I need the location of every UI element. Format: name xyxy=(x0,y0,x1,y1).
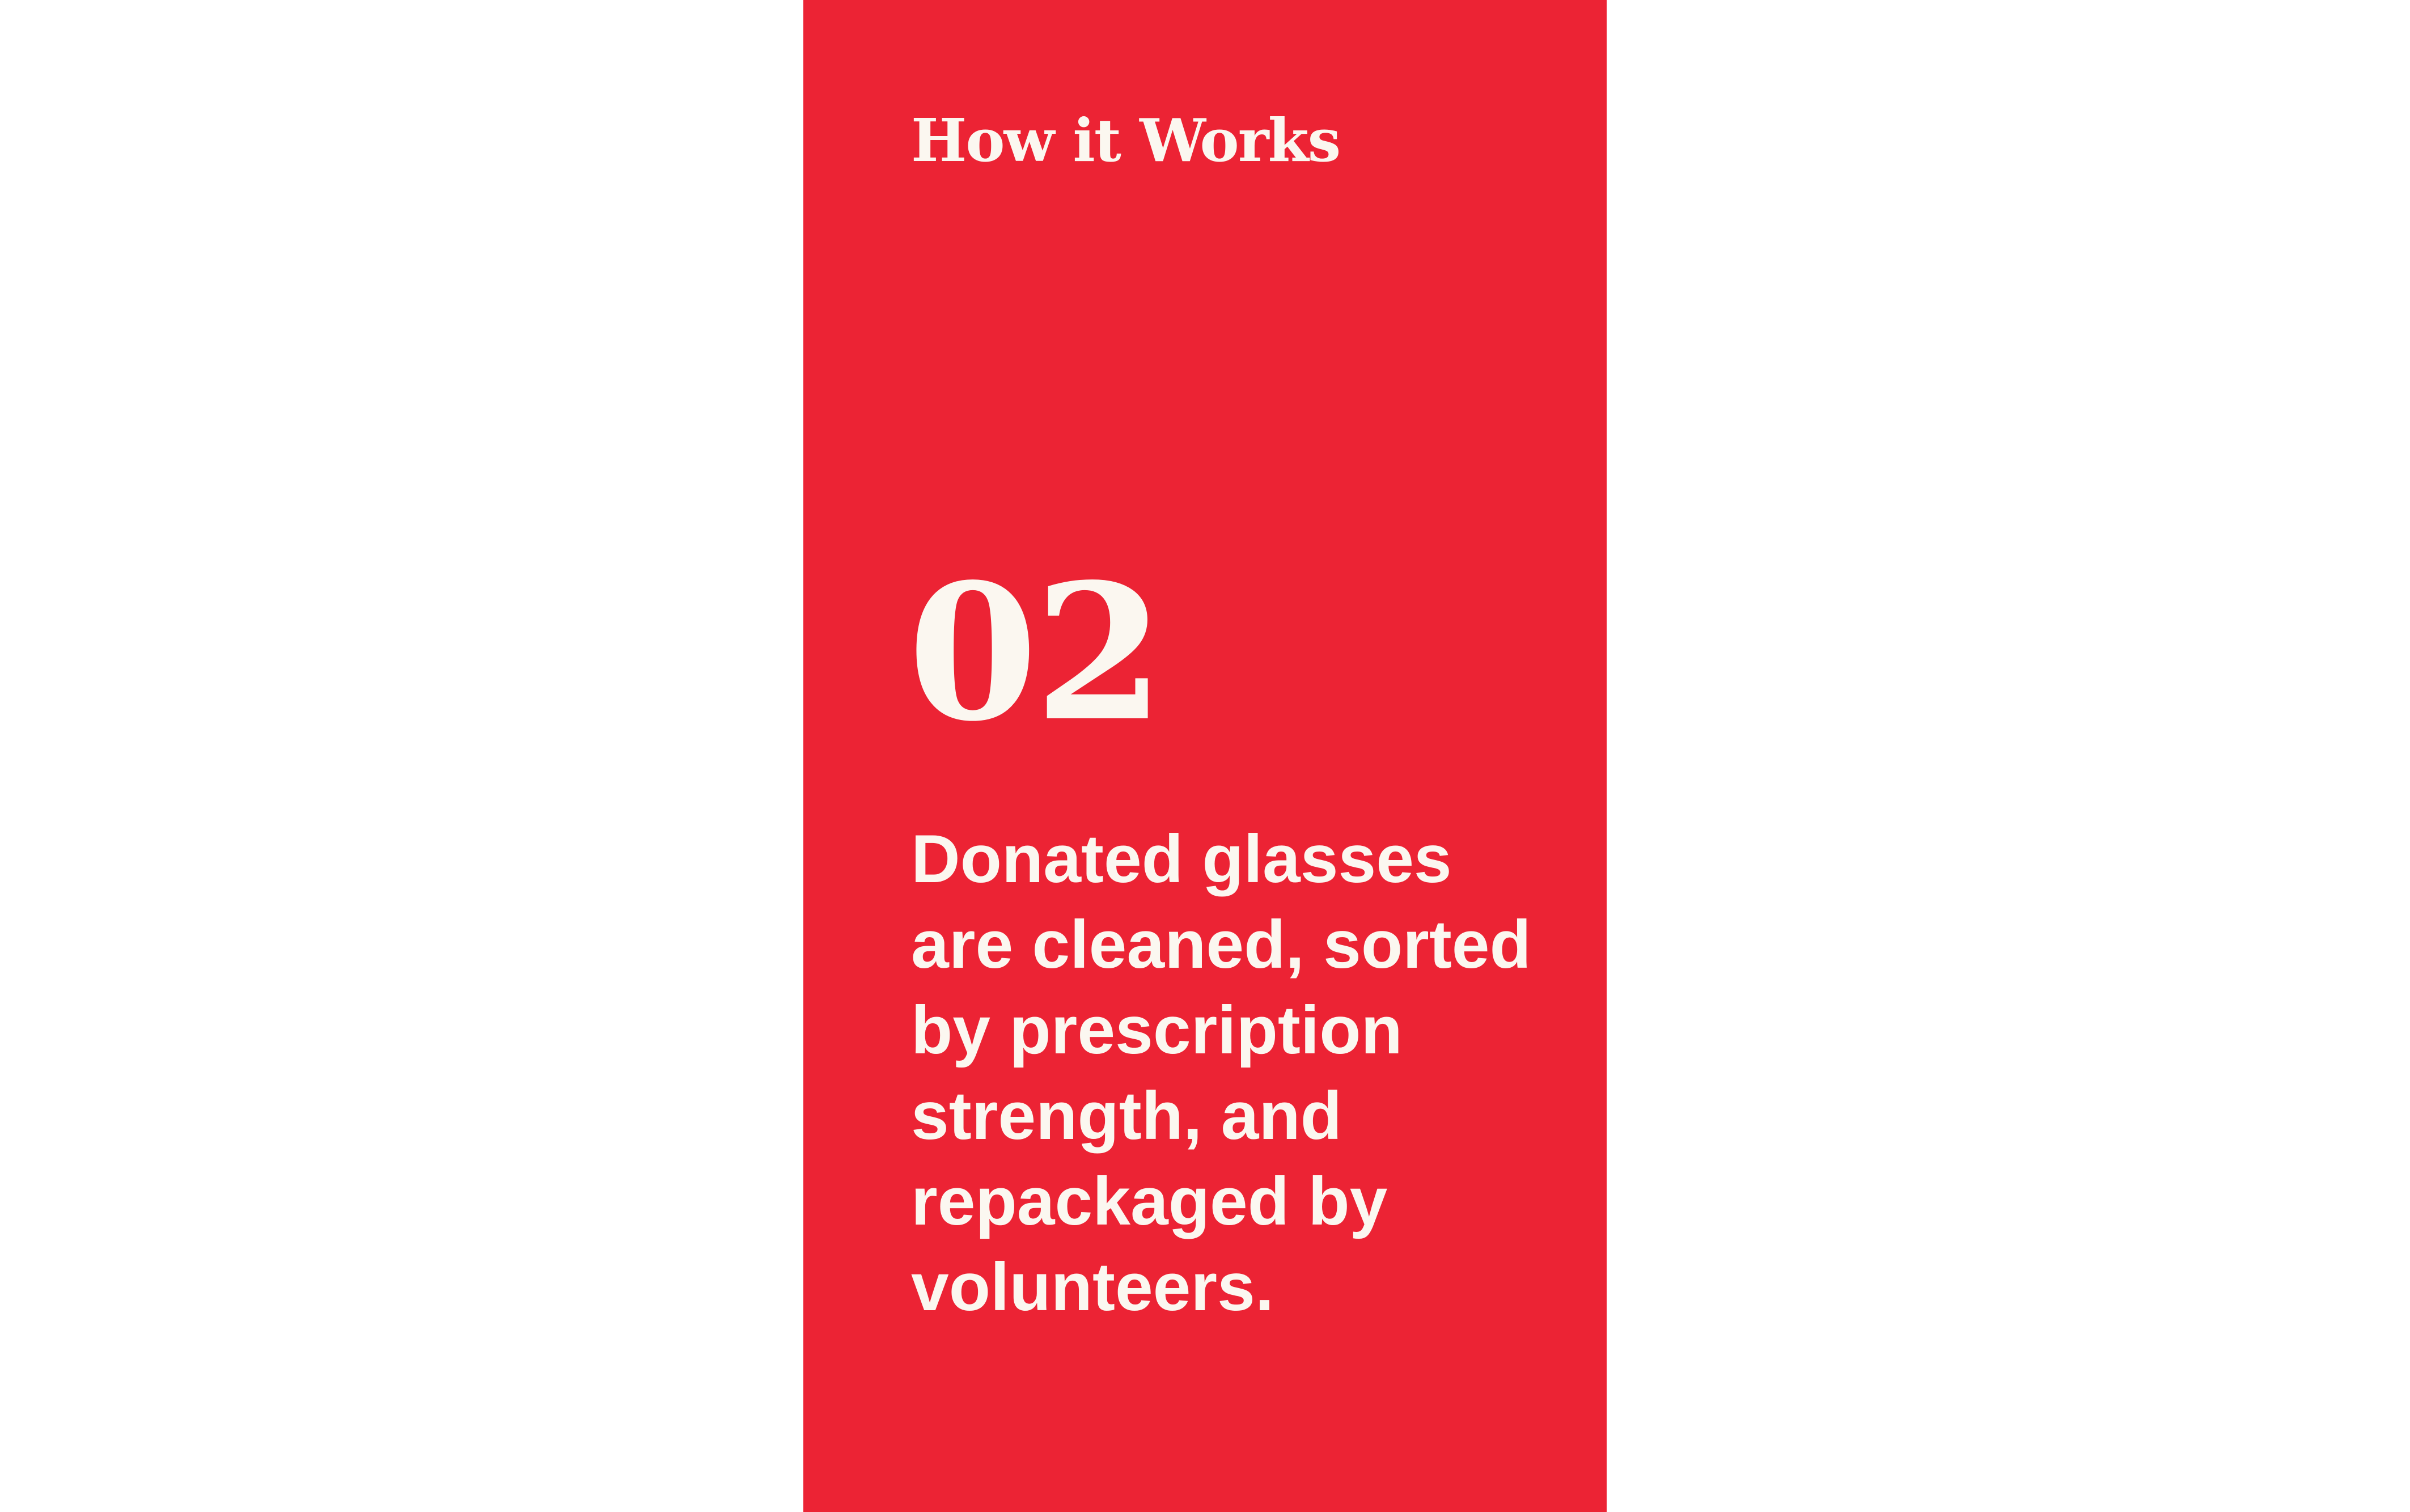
how-it-works-card: How it Works 02 Donated glasses are clea… xyxy=(803,0,1607,1512)
step-number: 02 xyxy=(908,543,1164,763)
description-line: strength, and xyxy=(911,1078,1342,1154)
step-description: Donated glasses are cleaned, sorted by p… xyxy=(911,816,1557,1330)
section-heading: How it Works xyxy=(911,105,1341,175)
description-line: volunteers. xyxy=(911,1249,1274,1325)
description-line: repackaged by xyxy=(911,1163,1388,1239)
description-line: are cleaned, sorted xyxy=(911,907,1531,982)
description-line: by prescription xyxy=(911,992,1403,1068)
description-line: Donated glasses xyxy=(911,821,1452,897)
